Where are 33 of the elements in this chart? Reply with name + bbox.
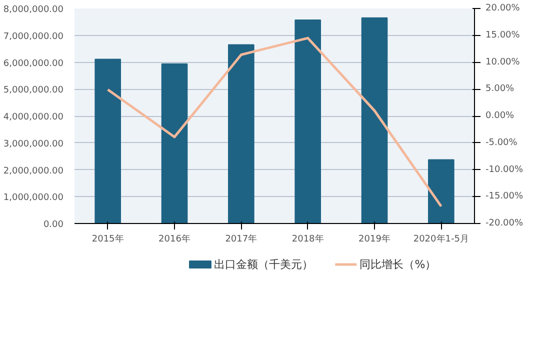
- y2-tick-label: 5.00%: [486, 84, 515, 94]
- y2-tick-label: -15.00%: [486, 192, 524, 202]
- legend-label: 出口金额（千美元）: [214, 258, 314, 271]
- y2-tick-label: 0.00%: [486, 111, 515, 121]
- y2-tick-label: 10.00%: [486, 57, 520, 68]
- x-tick-label: 2019年: [358, 234, 390, 244]
- bar: [361, 17, 388, 224]
- bar: [428, 159, 454, 224]
- y2-tick-label: -20.00%: [486, 218, 524, 228]
- y2-tick-label: 15.00%: [486, 30, 520, 40]
- y2-tick-label: 20.00%: [486, 4, 520, 14]
- y-tick-label: 4,000,000.00: [3, 112, 64, 122]
- bar: [228, 44, 254, 224]
- y-tick-label: 7,000,000.00: [3, 32, 64, 42]
- y2-tick-label: -10.00%: [486, 164, 524, 175]
- y-tick-label: 1,000,000.00: [3, 193, 64, 204]
- line-series: [106, 36, 442, 208]
- x-tick-label: 2015年: [92, 234, 124, 244]
- bar: [294, 20, 321, 224]
- y-tick-label: 5,000,000.00: [3, 86, 64, 96]
- y2-tick-label: -5.00%: [486, 138, 518, 148]
- y-tick-label: 8,000,000.00: [3, 5, 64, 15]
- bar: [161, 63, 188, 224]
- y-tick-label: 0.00: [43, 220, 64, 230]
- y-tick-label: 2,000,000.00: [3, 166, 64, 176]
- x-tick-label: 2020年1-5月: [413, 234, 469, 244]
- y-tick-label: 3,000,000.00: [3, 139, 64, 150]
- x-tick-label: 2017年: [225, 234, 258, 244]
- x-tick-label: 2018年: [292, 234, 324, 244]
- legend-label: 同比增长（%）: [360, 258, 436, 271]
- y-tick-label: 6,000,000.00: [3, 58, 64, 69]
- x-tick-label: 2016年: [158, 234, 190, 244]
- bar: [94, 58, 121, 224]
